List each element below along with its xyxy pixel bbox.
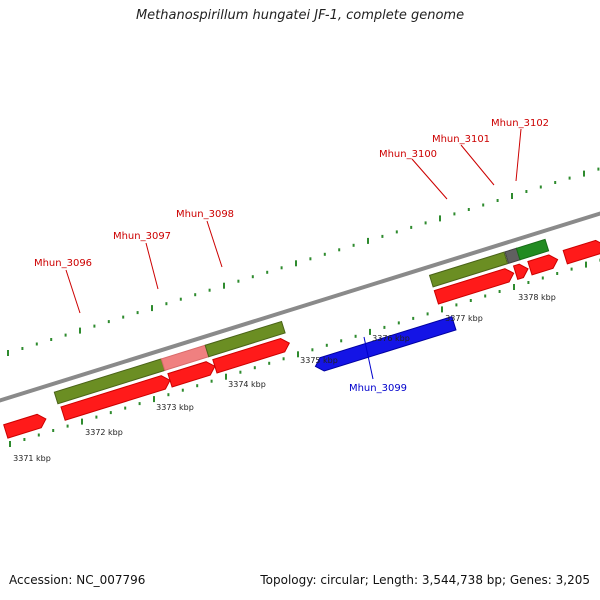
cds-arrow-mhun-3101 xyxy=(512,263,529,280)
genome-title: Methanospirillum hungatei JF-1, complete… xyxy=(135,8,465,23)
cds-arrow-mhun-3097 xyxy=(167,361,216,388)
cds-arrow-left-edge xyxy=(3,413,47,439)
scale-label-3378: 3378 kbp xyxy=(518,293,556,302)
scale-label-3374: 3374 kbp xyxy=(228,380,266,389)
gene-bar-mhun-3102 xyxy=(515,238,550,261)
scale-label-3376: 3376 kbp xyxy=(372,334,410,343)
genome-summary-text: Topology: circular; Length: 3,544,738 bp… xyxy=(260,573,590,587)
scale-label-3372: 3372 kbp xyxy=(85,428,123,437)
scale-label-3371: 3371 kbp xyxy=(13,454,51,463)
gene-label-mhun-3101: Mhun_3101 xyxy=(432,134,490,145)
scale-label-3375: 3375 kbp xyxy=(300,356,338,365)
cds-arrow-mhun-3099 xyxy=(314,315,457,372)
cds-arrow-right-edge xyxy=(562,239,600,265)
gene-label-mhun-3099: Mhun_3099 xyxy=(349,383,407,394)
cds-arrow-mhun-3102 xyxy=(527,254,559,276)
cds-arrow-mhun-3100 xyxy=(433,268,515,305)
gene-label-mhun-3100: Mhun_3100 xyxy=(379,149,437,160)
scale-label-3377: 3377 kbp xyxy=(445,314,483,323)
genome-backbone xyxy=(0,211,600,403)
leader-mhun-3099 xyxy=(363,336,374,380)
scale-label-3373: 3373 kbp xyxy=(156,403,194,412)
gene-bar-mhun-3098 xyxy=(204,320,286,358)
leader-mhun-3101 xyxy=(460,144,495,186)
gene-label-mhun-3102: Mhun_3102 xyxy=(491,118,549,129)
upper-tick-row xyxy=(7,167,600,356)
gene-bar-mhun-3100 xyxy=(428,251,509,288)
accession-text: Accession: NC_007796 xyxy=(9,573,146,587)
cds-arrow-mhun-3098 xyxy=(212,337,291,374)
leader-mhun-3096 xyxy=(65,269,81,314)
cds-arrow-mhun-3096 xyxy=(60,375,171,421)
leader-mhun-3102 xyxy=(515,128,522,182)
gene-label-mhun-3096: Mhun_3096 xyxy=(34,258,92,269)
gene-label-mhun-3098: Mhun_3098 xyxy=(176,209,234,220)
gene-label-mhun-3097: Mhun_3097 xyxy=(113,231,171,242)
leader-mhun-3097 xyxy=(145,242,159,290)
leader-mhun-3098 xyxy=(206,220,223,268)
lower-tick-row xyxy=(9,258,600,447)
leader-mhun-3100 xyxy=(411,158,448,200)
